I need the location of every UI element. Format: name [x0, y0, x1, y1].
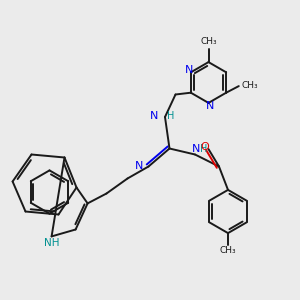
Text: O: O: [200, 142, 209, 152]
Text: N: N: [150, 110, 158, 121]
Text: N: N: [206, 101, 214, 111]
Text: N: N: [135, 161, 143, 171]
Text: NH: NH: [44, 238, 60, 248]
Text: H: H: [167, 110, 174, 121]
Text: N: N: [185, 65, 194, 75]
Text: CH₃: CH₃: [220, 246, 236, 255]
Text: N: N: [191, 144, 200, 154]
Text: CH₃: CH₃: [200, 38, 217, 46]
Text: CH₃: CH₃: [241, 81, 258, 90]
Text: H: H: [200, 144, 208, 154]
